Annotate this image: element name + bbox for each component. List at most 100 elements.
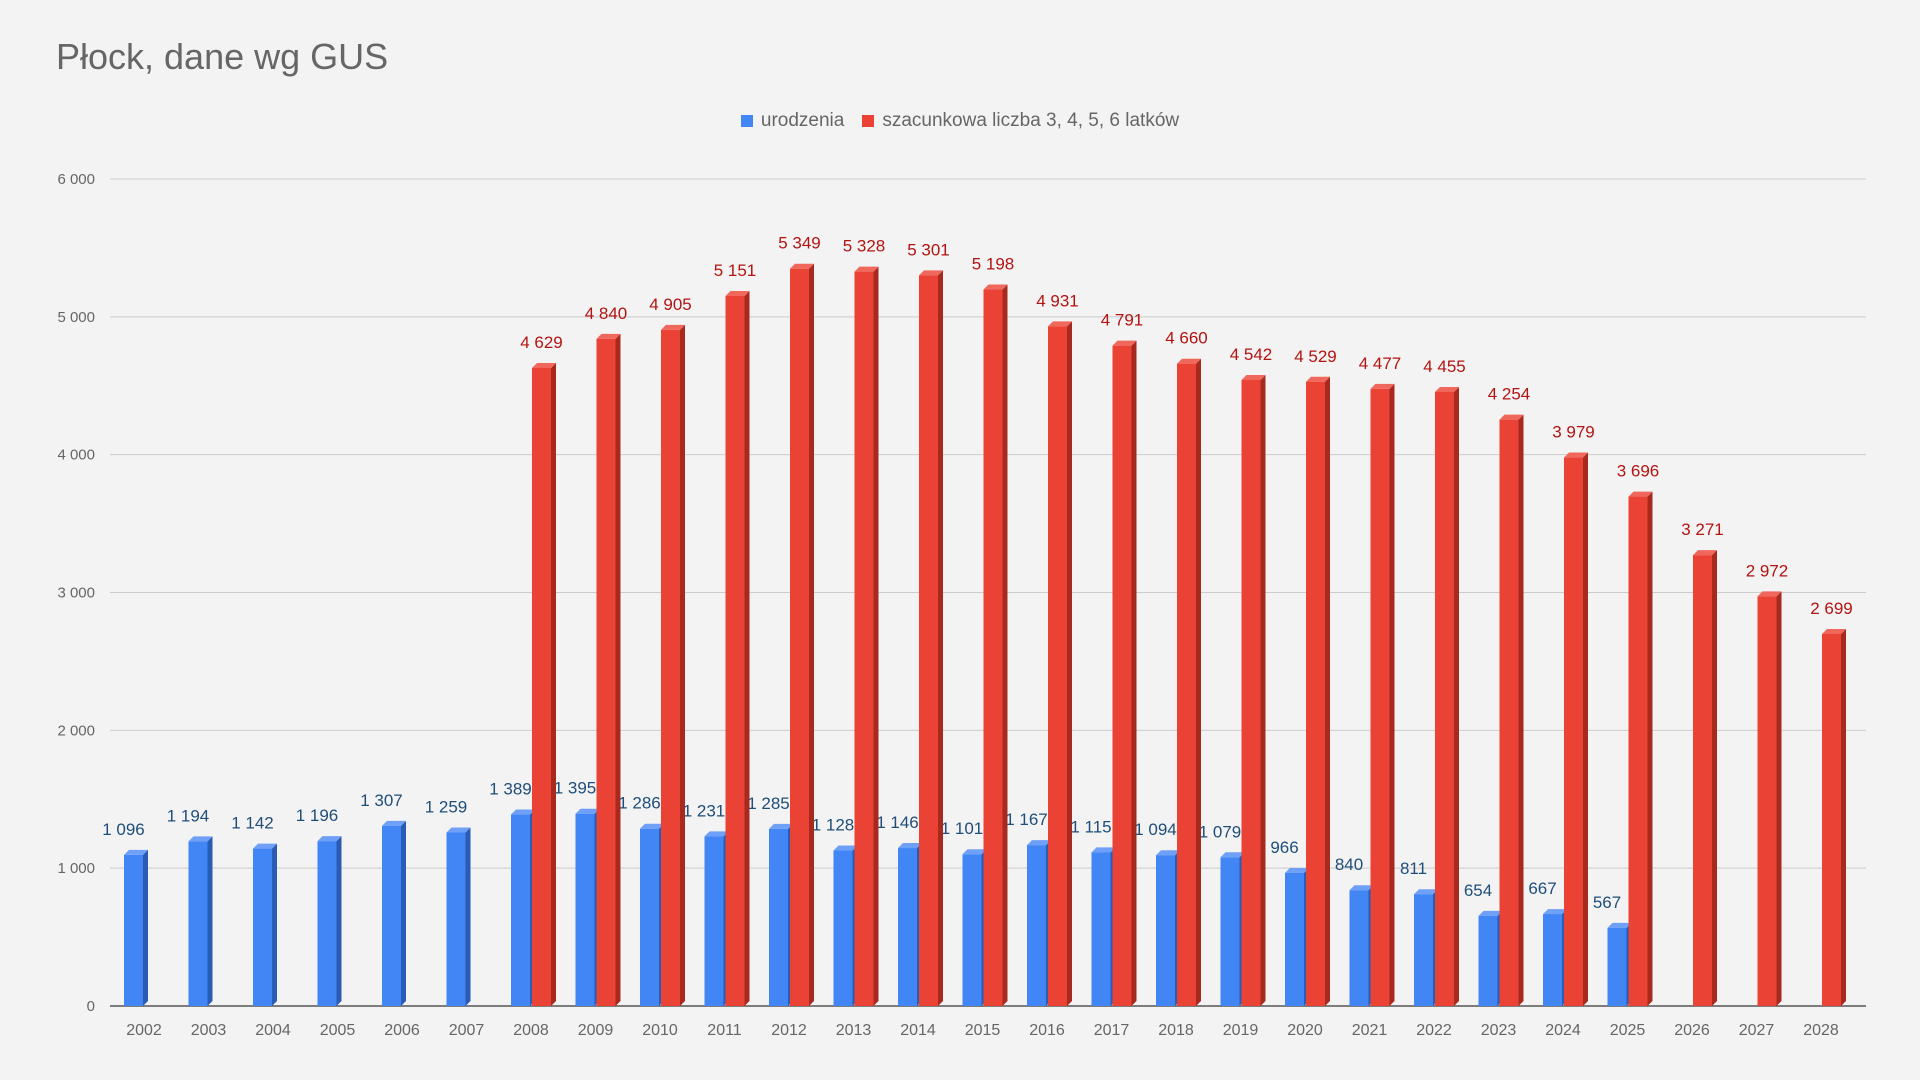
bar-estimate-2027 xyxy=(1757,596,1777,1006)
bar-top-estimate-2022 xyxy=(1435,386,1459,392)
bar-top-estimate-2023 xyxy=(1499,414,1524,420)
x-tick-label-2027: 2027 xyxy=(1739,1022,1775,1039)
bar-births-2024 xyxy=(1543,914,1562,1006)
data-label-births-2019: 1 079 xyxy=(1199,822,1242,841)
bar-side-births-2007 xyxy=(465,827,471,1006)
bar-births-2007 xyxy=(446,832,466,1006)
legend-label-estimate: szacunkowa liczba 3, 4, 5, 6 latków xyxy=(882,110,1180,131)
bar-estimate-2010 xyxy=(661,329,680,1006)
bar-top-births-2020 xyxy=(1285,867,1309,873)
data-label-estimate-2013: 5 328 xyxy=(843,237,886,256)
y-tick-label-1000: 1 000 xyxy=(57,860,95,877)
bar-estimate-2017 xyxy=(1112,345,1132,1006)
bar-births-2006 xyxy=(382,825,401,1006)
bar-estimate-2016 xyxy=(1048,326,1067,1006)
bar-births-2003 xyxy=(188,841,208,1006)
data-label-births-2005: 1 196 xyxy=(296,806,339,825)
bar-top-births-2004 xyxy=(253,843,277,849)
bar-side-estimate-2020 xyxy=(1325,376,1330,1007)
x-tick-label-2003: 2003 xyxy=(191,1022,227,1039)
data-label-births-2009: 1 395 xyxy=(554,779,597,798)
bar-births-2012 xyxy=(769,828,788,1006)
bar-top-births-2010 xyxy=(640,823,664,829)
bar-top-births-2015 xyxy=(962,849,987,855)
bar-side-estimate-2021 xyxy=(1389,383,1395,1006)
bar-top-births-2019 xyxy=(1220,852,1245,858)
data-label-births-2024: 667 xyxy=(1528,879,1556,898)
bar-births-2002 xyxy=(124,854,143,1006)
x-tick-label-2025: 2025 xyxy=(1610,1022,1646,1039)
x-tick-label-2026: 2026 xyxy=(1674,1022,1710,1039)
data-label-births-2020: 966 xyxy=(1270,838,1298,857)
x-tick-label-2010: 2010 xyxy=(642,1022,678,1039)
legend-swatch-births xyxy=(740,115,753,127)
data-label-births-2003: 1 194 xyxy=(167,806,210,825)
bar-births-2004 xyxy=(253,848,272,1006)
data-label-births-2012: 1 285 xyxy=(747,794,790,813)
bar-births-2005 xyxy=(317,841,337,1006)
x-tick-label-2022: 2022 xyxy=(1416,1022,1452,1039)
data-label-estimate-2021: 4 477 xyxy=(1359,354,1402,373)
data-label-births-2004: 1 142 xyxy=(231,814,274,833)
data-label-births-2015: 1 101 xyxy=(941,819,984,838)
bar-side-estimate-2010 xyxy=(680,324,685,1006)
x-tick-label-2002: 2002 xyxy=(126,1022,162,1039)
bar-side-estimate-2028 xyxy=(1841,628,1846,1006)
bar-side-births-2006 xyxy=(401,820,406,1006)
x-tick-label-2004: 2004 xyxy=(255,1022,291,1039)
bar-estimate-2025 xyxy=(1628,496,1648,1006)
bar-side-estimate-2013 xyxy=(873,266,879,1006)
bar-top-births-2013 xyxy=(833,845,858,851)
x-tick-label-2017: 2017 xyxy=(1094,1022,1130,1039)
bar-top-estimate-2015 xyxy=(983,284,1008,290)
bar-top-estimate-2021 xyxy=(1370,383,1395,389)
bar-births-2022 xyxy=(1414,894,1433,1006)
bar-top-births-2021 xyxy=(1349,885,1374,891)
bar-top-estimate-2026 xyxy=(1693,550,1717,556)
x-tick-label-2012: 2012 xyxy=(771,1022,807,1039)
data-label-estimate-2015: 5 198 xyxy=(972,255,1015,274)
data-label-estimate-2014: 5 301 xyxy=(907,240,950,259)
x-tick-label-2009: 2009 xyxy=(578,1022,614,1039)
bar-side-estimate-2015 xyxy=(1002,284,1008,1006)
bar-side-estimate-2018 xyxy=(1196,358,1201,1006)
y-tick-label-3000: 3 000 xyxy=(57,585,95,602)
bar-side-estimate-2022 xyxy=(1454,386,1459,1006)
data-label-estimate-2010: 4 905 xyxy=(649,295,692,314)
data-label-births-2010: 1 286 xyxy=(618,794,661,813)
bar-top-births-2003 xyxy=(188,836,213,842)
legend-item-estimate[interactable]: szacunkowa liczba 3, 4, 5, 6 latków xyxy=(862,110,1179,132)
bar-births-2021 xyxy=(1349,890,1369,1006)
bar-side-estimate-2025 xyxy=(1647,491,1653,1006)
bar-top-births-2025 xyxy=(1607,922,1632,928)
y-tick-label-5000: 5 000 xyxy=(57,309,95,326)
bar-top-births-2002 xyxy=(124,849,148,855)
legend-item-births[interactable]: urodzenia xyxy=(740,110,844,132)
data-label-births-2013: 1 128 xyxy=(812,816,855,835)
data-label-births-2008: 1 389 xyxy=(489,780,532,799)
data-label-estimate-2028: 2 699 xyxy=(1810,599,1853,618)
data-label-estimate-2011: 5 151 xyxy=(714,261,757,280)
bar-side-estimate-2026 xyxy=(1712,550,1717,1006)
bar-top-births-2007 xyxy=(446,827,471,833)
bar-top-estimate-2027 xyxy=(1757,591,1782,597)
bar-births-2018 xyxy=(1156,855,1175,1006)
data-label-births-2002: 1 096 xyxy=(102,820,145,839)
bar-estimate-2023 xyxy=(1499,419,1519,1007)
x-tick-label-2005: 2005 xyxy=(320,1022,356,1039)
data-label-estimate-2020: 4 529 xyxy=(1294,347,1337,366)
data-label-estimate-2009: 4 840 xyxy=(585,304,628,323)
bar-births-2017 xyxy=(1091,852,1111,1006)
bar-births-2010 xyxy=(640,828,659,1006)
bar-top-births-2024 xyxy=(1543,909,1567,915)
y-tick-label-0: 0 xyxy=(87,998,95,1015)
legend-swatch-estimate xyxy=(862,115,875,127)
bar-top-estimate-2014 xyxy=(919,270,943,276)
bar-top-births-2006 xyxy=(382,820,406,826)
data-label-estimate-2016: 4 931 xyxy=(1036,291,1079,310)
bar-side-estimate-2012 xyxy=(809,263,814,1006)
bar-side-births-2003 xyxy=(207,836,213,1006)
bar-estimate-2008 xyxy=(532,367,551,1007)
bar-side-births-2002 xyxy=(143,849,148,1006)
data-label-estimate-2012: 5 349 xyxy=(778,234,821,253)
